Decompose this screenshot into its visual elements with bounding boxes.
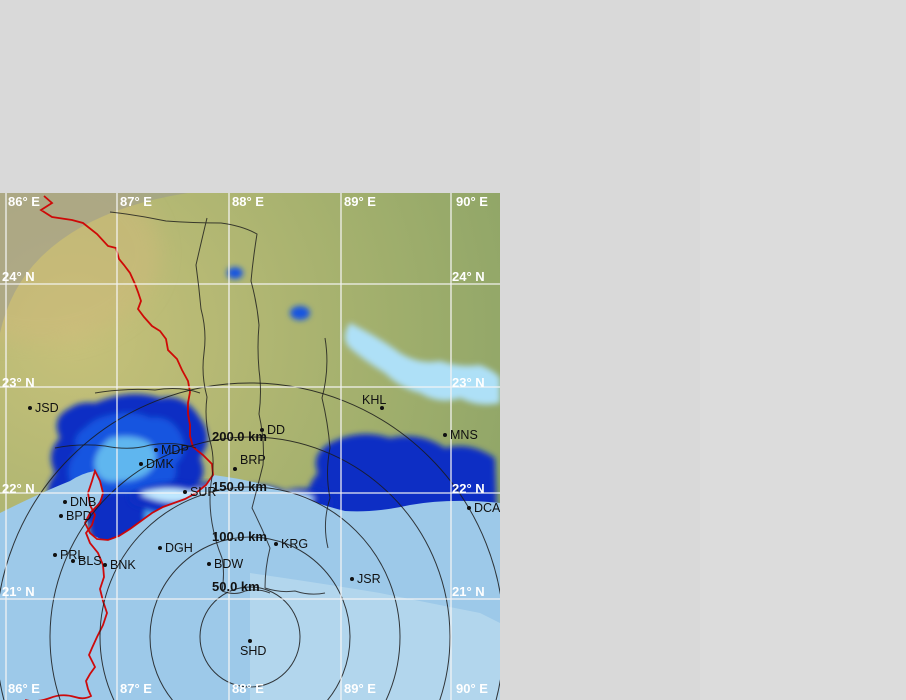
svg-text:SHD: SHD	[240, 644, 266, 658]
svg-text:88° E: 88° E	[232, 194, 264, 209]
svg-text:DNB: DNB	[70, 495, 96, 509]
svg-text:21° N: 21° N	[452, 584, 485, 599]
svg-text:50.0 km: 50.0 km	[212, 579, 260, 594]
svg-text:JSR: JSR	[357, 572, 381, 586]
svg-text:KRG: KRG	[281, 537, 308, 551]
svg-text:90° E: 90° E	[456, 194, 488, 209]
svg-text:24° N: 24° N	[452, 269, 485, 284]
svg-text:BLS: BLS	[78, 554, 102, 568]
svg-text:200.0 km: 200.0 km	[212, 429, 267, 444]
svg-text:BNK: BNK	[110, 558, 136, 572]
svg-text:22° N: 22° N	[2, 481, 35, 496]
svg-text:86° E: 86° E	[8, 681, 40, 696]
svg-text:DMK: DMK	[146, 457, 174, 471]
svg-text:89° E: 89° E	[344, 194, 376, 209]
svg-text:88° E: 88° E	[232, 681, 264, 696]
svg-text:SUR: SUR	[190, 485, 216, 499]
svg-text:BDW: BDW	[214, 557, 243, 571]
svg-text:89° E: 89° E	[344, 681, 376, 696]
svg-text:JSD: JSD	[35, 401, 59, 415]
svg-text:90° E: 90° E	[456, 681, 488, 696]
svg-text:BRP: BRP	[240, 453, 266, 467]
svg-text:23° N: 23° N	[452, 375, 485, 390]
svg-text:DD: DD	[267, 423, 285, 437]
svg-text:24° N: 24° N	[2, 269, 35, 284]
svg-text:KHL: KHL	[362, 393, 386, 407]
svg-text:DCA: DCA	[474, 501, 500, 515]
svg-text:21° N: 21° N	[2, 584, 35, 599]
svg-text:DGH: DGH	[165, 541, 193, 555]
svg-text:22° N: 22° N	[452, 481, 485, 496]
svg-text:100.0 km: 100.0 km	[212, 529, 267, 544]
svg-text:87° E: 87° E	[120, 194, 152, 209]
svg-text:MNS: MNS	[450, 428, 478, 442]
svg-text:87° E: 87° E	[120, 681, 152, 696]
svg-text:86° E: 86° E	[8, 194, 40, 209]
svg-text:BPD: BPD	[66, 509, 92, 523]
svg-text:23° N: 23° N	[2, 375, 35, 390]
